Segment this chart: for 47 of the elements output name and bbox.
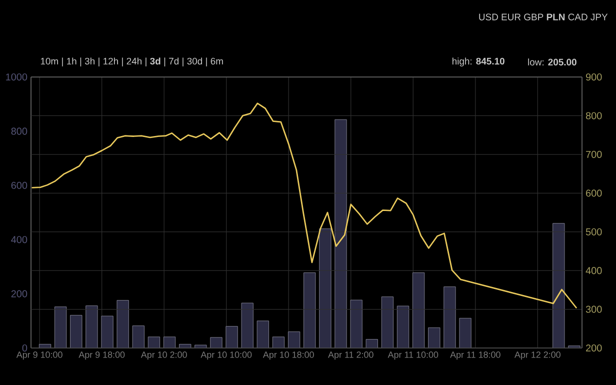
text: low: 205.00 [528,58,576,66]
y2-tick-label: 400 [586,267,602,274]
bar [412,272,425,348]
y2-tick-label: 500 [586,228,602,236]
text: high: 845.10 [452,58,504,66]
bar [132,326,144,348]
bar [334,119,347,348]
bar [116,300,129,348]
bar [459,318,472,348]
y-tick-label: 0 [22,344,28,352]
y2-tick-label: 700 [586,150,602,158]
y-tick-label: 600 [11,182,28,189]
y2-tick-label: 800 [586,112,602,120]
y2-tick-label: 200 [586,344,602,352]
bar [256,320,270,348]
x-tick-label: Apr 9 18:00 [78,352,125,360]
x-tick-label: Apr 11 10:00 [388,352,438,360]
y-tick-label: 800 [11,128,28,135]
text: 10m | 1h | 3h | 12h | 24h | 3d | 7d | 30d | 6m [40,58,223,66]
y2-tick-label: 300 [586,306,602,313]
bar [241,302,254,348]
bar [350,300,362,348]
x-tick-label: Apr 11 18:00 [450,352,500,360]
bar [428,327,440,348]
bar [288,331,300,348]
x-tick-label: Apr 11 2:00 [328,352,374,360]
bar [70,314,82,348]
bar [86,305,98,348]
x-tick-label: Apr 10 2:00 [140,352,187,360]
bar [444,286,456,348]
x-tick-label: Apr 10 10:00 [200,352,252,360]
bar [54,306,67,348]
bar [101,316,114,348]
bar [381,296,394,348]
y2-tick-label: 900 [586,73,602,81]
y2-tick-label: 600 [586,190,602,197]
x-tick-label: Apr 12 2:00 [514,352,560,360]
x-tick-label: Apr 10 18:00 [262,352,314,360]
bar [304,272,316,348]
y-tick-label: 400 [11,236,28,244]
bar [319,228,332,348]
y-tick-label: 1000 [6,73,28,81]
text: USD EUR GBP PLN CAD JPY [479,14,608,20]
y-tick-label: 200 [11,290,28,298]
bar [226,326,238,348]
bar [396,306,410,348]
x-tick-label: Apr 9 10:00 [16,352,62,360]
